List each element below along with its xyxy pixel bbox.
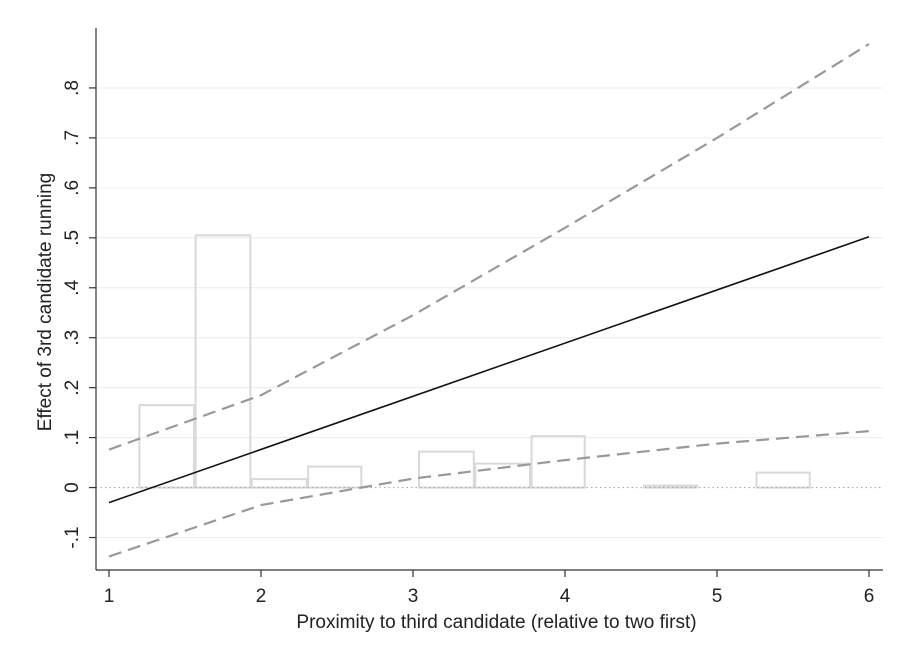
series <box>108 43 870 558</box>
x-tick-label: 5 <box>712 586 723 607</box>
x-tick-label: 2 <box>256 586 267 607</box>
axes <box>95 28 883 571</box>
histogram-bar <box>194 234 252 489</box>
upper-ci-line <box>108 43 870 451</box>
y-tick-label: .7 <box>62 130 83 146</box>
histogram-bar <box>250 478 308 489</box>
y-tick-label: .3 <box>62 330 83 346</box>
y-tick-label: .5 <box>62 230 83 246</box>
estimate-line <box>108 236 870 504</box>
x-tick-label: 3 <box>408 586 419 607</box>
gridlines <box>96 87 883 539</box>
histogram-bar <box>138 404 196 489</box>
histogram-bar <box>530 435 586 489</box>
x-tick-label: 1 <box>104 586 115 607</box>
histogram-bar <box>755 471 811 489</box>
ticks: 1 2 3 4 5 6 -.1 0 .1 .2 .3 .4 .5 .6 .7 .8 <box>62 80 874 607</box>
y-axis-title: Effect of 3rd candidate running <box>35 173 56 431</box>
y-tick-label: .4 <box>62 279 83 295</box>
y-tick-label: 0 <box>62 482 83 493</box>
histogram-bar <box>474 462 532 489</box>
y-tick-label: .8 <box>62 80 83 96</box>
x-axis-title: Proximity to third candidate (relative t… <box>296 612 696 633</box>
y-tick-label: -.1 <box>62 526 83 548</box>
histogram-bar <box>307 465 363 489</box>
lower-ci-line <box>108 430 870 558</box>
y-tick-label: .1 <box>62 430 83 446</box>
histogram-bar <box>418 450 475 489</box>
x-tick-label: 6 <box>864 586 875 607</box>
y-tick-label: .6 <box>62 180 83 196</box>
x-tick-label: 4 <box>560 586 571 607</box>
histogram <box>138 234 811 489</box>
y-tick-label: .2 <box>62 380 83 396</box>
histogram-bar <box>643 484 699 489</box>
